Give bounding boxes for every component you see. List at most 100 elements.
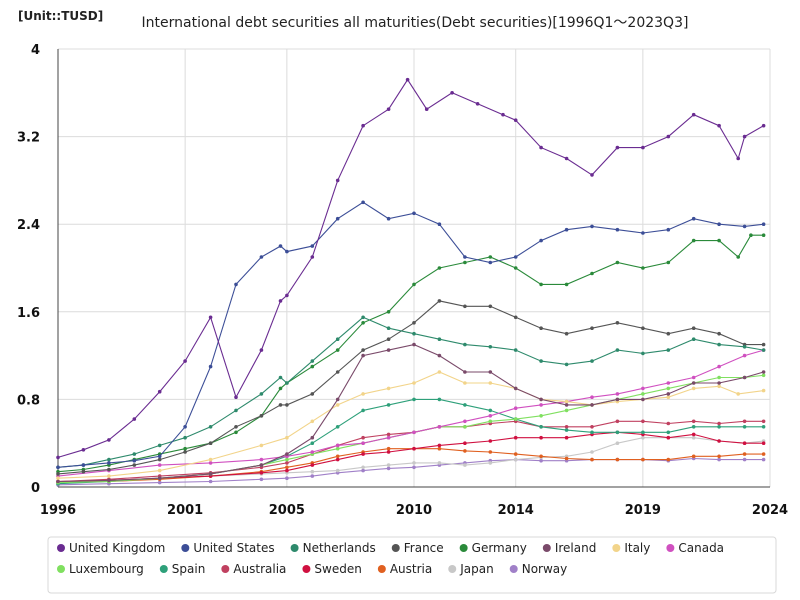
data-point [761,388,766,393]
x-tick-label: 1996 [40,503,76,518]
data-point [488,419,493,424]
data-point [361,468,365,473]
data-point [361,200,365,205]
data-point [513,386,518,391]
data-point [488,461,493,465]
data-point [259,348,264,352]
data-point [641,430,645,435]
data-point [666,435,671,440]
data-point [208,315,213,320]
legend-marker [391,544,400,552]
data-point [513,255,518,259]
series-line [57,431,764,483]
data-point [285,461,289,465]
data-point [361,435,365,440]
axes: 0 0.8 1.6 2.4 3.2 4 1996 2001 2005 2010 2014 2019 20… [17,43,788,518]
data-point [107,478,111,483]
legend-label: Italy [624,541,650,555]
data-point [412,331,416,336]
data-point [310,255,315,259]
data-point [641,231,645,235]
data-point [259,443,264,448]
data-point [157,457,162,462]
data-point [539,414,543,418]
legend-marker [509,565,518,573]
data-point [761,441,766,446]
data-point [56,472,60,476]
data-point [717,425,721,429]
data-point [717,342,721,347]
legend-label: Netherlands [303,541,376,555]
data-point [590,450,594,454]
data-point [437,461,442,465]
data-point [285,293,289,298]
series-germany [56,233,766,474]
data-point [691,337,696,342]
data-point [513,435,518,440]
data-point [717,439,721,443]
data-point [761,452,766,456]
data-point [717,123,721,128]
data-point [590,173,594,177]
data-point [488,255,493,259]
data-point [742,224,747,229]
legend-marker [612,544,621,552]
data-point [475,102,480,106]
data-point [361,123,365,128]
data-point [208,472,213,476]
data-point [310,441,315,446]
data-point [259,414,264,418]
data-point [717,375,721,380]
legend-marker [666,544,675,552]
legend-label: United Kingdom [69,541,165,555]
data-point [234,430,238,435]
data-point [157,443,162,448]
data-point [361,348,365,352]
data-point [488,304,493,309]
data-point [761,348,766,352]
legend-item: Norway [509,562,567,576]
legend-label: Germany [472,541,527,555]
series-spain [56,397,766,486]
data-point [717,381,721,385]
data-point [259,477,264,482]
data-point [564,282,569,287]
data-point [641,397,645,402]
x-tick-label: 2005 [269,503,305,518]
data-point [666,381,671,385]
data-point [749,233,753,237]
data-point [335,348,340,352]
data-point [539,238,543,243]
data-point [81,469,86,474]
data-point [463,260,467,265]
data-point [742,345,747,349]
data-point [666,430,671,435]
data-point [259,392,264,396]
data-point [285,468,289,473]
data-point [564,435,569,440]
series-line [57,371,764,479]
data-point [761,123,766,128]
legend-label: France [404,541,444,555]
data-point [208,364,213,369]
data-point [81,448,86,452]
data-point [450,91,454,95]
data-point [691,454,696,459]
data-point [335,337,340,342]
legend-item: Luxembourg [57,562,144,576]
data-point [742,419,747,424]
series-canada [56,348,766,478]
data-point [742,134,747,139]
data-point [278,375,283,380]
data-point [641,351,645,356]
data-point [761,457,766,462]
data-point [132,463,137,467]
y-tick-label: 2.4 [17,218,40,233]
data-point [641,392,645,396]
data-point [208,479,213,484]
data-point [463,381,467,385]
y-tick-label: 4 [31,43,40,58]
data-point [335,468,340,473]
data-point [412,211,416,216]
data-point [615,392,620,396]
